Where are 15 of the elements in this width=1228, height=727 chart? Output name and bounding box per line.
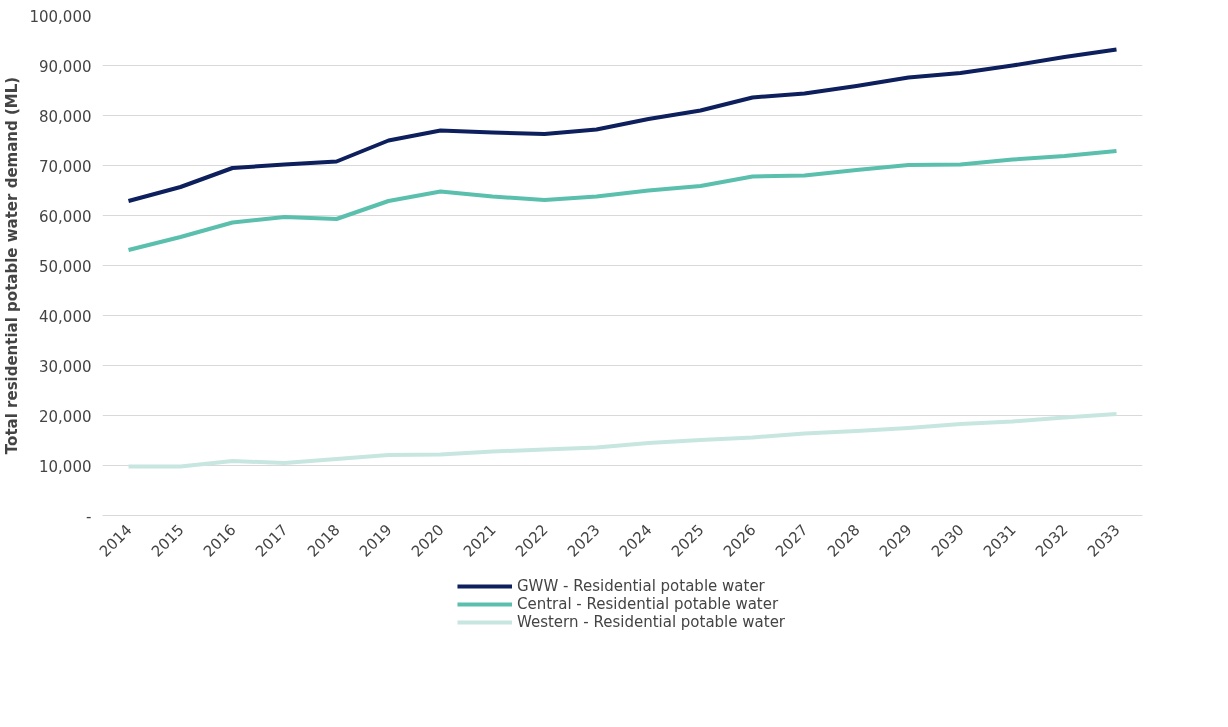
y-tick-label: 20,000 <box>39 407 92 426</box>
y-tick-label: 40,000 <box>39 307 92 326</box>
y-tick-label: 30,000 <box>39 357 92 376</box>
legend-label: Western - Residential potable water <box>516 613 786 631</box>
y-tick-label: 50,000 <box>39 257 92 276</box>
y-tick-label: 90,000 <box>39 57 92 76</box>
y-tick-label: 100,000 <box>29 7 92 26</box>
y-tick-label: 60,000 <box>39 207 92 226</box>
legend-label: Central - Residential potable water <box>516 595 779 613</box>
y-tick-label: 10,000 <box>39 457 92 476</box>
y-tick-label: 70,000 <box>39 157 92 176</box>
y-tick-label: 80,000 <box>39 107 92 126</box>
y-axis-title: Total residential potable water demand (ML) <box>3 76 22 455</box>
legend-label: GWW - Residential potable water <box>516 577 765 595</box>
y-tick-label: - <box>86 507 92 526</box>
